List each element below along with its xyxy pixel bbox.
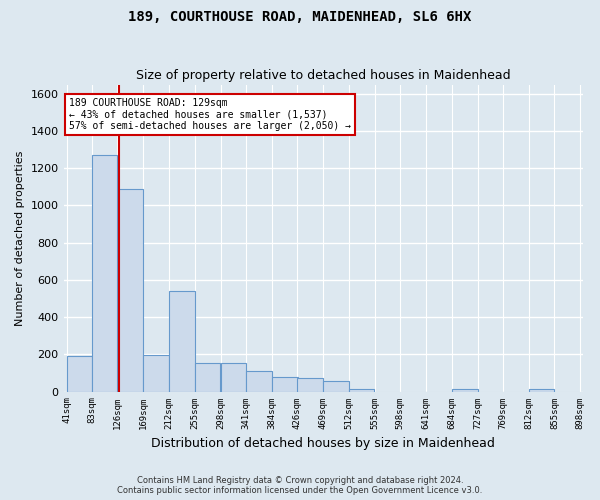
Bar bbox=[323, 382, 349, 392]
Title: Size of property relative to detached houses in Maidenhead: Size of property relative to detached ho… bbox=[136, 69, 511, 82]
Bar bbox=[349, 389, 374, 392]
Bar bbox=[272, 376, 298, 392]
X-axis label: Distribution of detached houses by size in Maidenhead: Distribution of detached houses by size … bbox=[151, 437, 495, 450]
Bar bbox=[143, 356, 169, 392]
Bar bbox=[529, 389, 554, 392]
Text: Contains HM Land Registry data © Crown copyright and database right 2024.
Contai: Contains HM Land Registry data © Crown c… bbox=[118, 476, 482, 495]
Bar bbox=[118, 188, 143, 392]
Bar bbox=[247, 371, 272, 392]
Text: 189 COURTHOUSE ROAD: 129sqm
← 43% of detached houses are smaller (1,537)
57% of : 189 COURTHOUSE ROAD: 129sqm ← 43% of det… bbox=[69, 98, 351, 131]
Bar bbox=[298, 378, 323, 392]
Bar bbox=[169, 291, 194, 392]
Bar bbox=[452, 389, 478, 392]
Bar bbox=[92, 156, 118, 392]
Bar bbox=[195, 362, 220, 392]
Y-axis label: Number of detached properties: Number of detached properties bbox=[15, 150, 25, 326]
Text: 189, COURTHOUSE ROAD, MAIDENHEAD, SL6 6HX: 189, COURTHOUSE ROAD, MAIDENHEAD, SL6 6H… bbox=[128, 10, 472, 24]
Bar bbox=[67, 356, 92, 392]
Bar bbox=[221, 362, 246, 392]
